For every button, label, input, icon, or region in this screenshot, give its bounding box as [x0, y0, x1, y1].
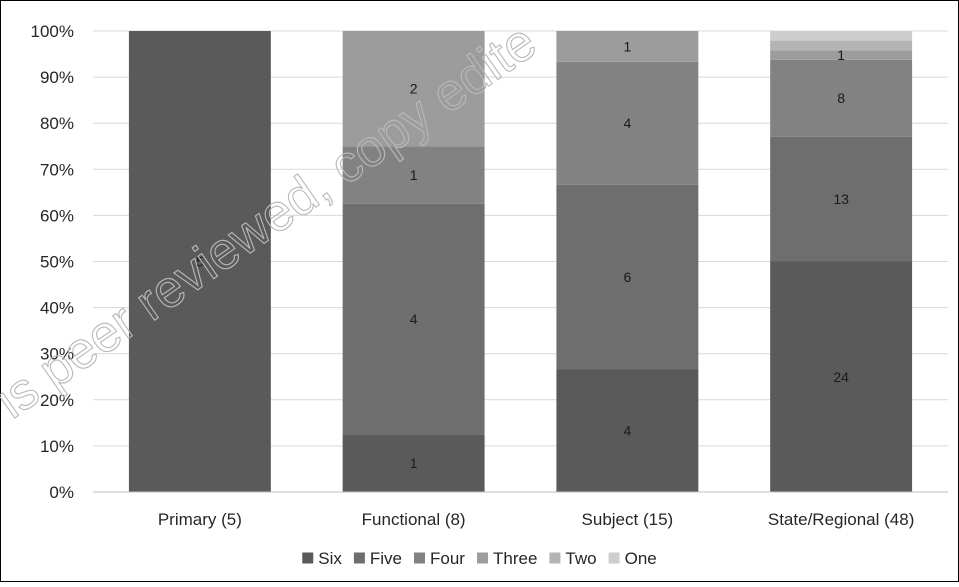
bar-segment-three [342, 31, 485, 147]
legend: Six Five Four Three Two One [302, 549, 657, 568]
data-label: 8 [837, 90, 845, 106]
data-label: 13 [833, 191, 849, 207]
legend-swatch [476, 552, 488, 564]
x-category-label: Primary (5) [158, 510, 242, 529]
legend-label: One [625, 549, 657, 568]
legend-label: Four [430, 549, 465, 568]
data-label: 1 [410, 455, 418, 471]
data-label: 2 [410, 81, 418, 97]
x-axis-category-labels: Primary (5) Functional (8) Subject (15) Sta… [158, 510, 915, 529]
y-tick-label: 100% [31, 22, 74, 41]
bar-segment-three [556, 31, 699, 62]
x-category-label: Subject (15) [582, 510, 674, 529]
x-category-label: State/Regional (48) [768, 510, 914, 529]
data-label: 1 [623, 38, 631, 54]
bar-segment-five [770, 136, 913, 262]
bar-segment-five [556, 184, 699, 370]
data-label: 5 [196, 254, 204, 270]
bars [128, 31, 913, 492]
bar-segment-six [128, 31, 271, 492]
bar-segment-five [342, 203, 485, 435]
data-label: 1 [410, 167, 418, 183]
legend-label: Three [493, 549, 537, 568]
bar-segment-four [770, 59, 913, 137]
y-tick-label: 40% [40, 299, 74, 318]
y-tick-label: 20% [40, 391, 74, 410]
legend-swatch [302, 552, 314, 564]
y-tick-label: 0% [49, 483, 74, 502]
legend-label: Six [318, 549, 342, 568]
data-label: 4 [623, 115, 631, 131]
y-axis-tick-labels: 0% 10% 20% 30% 40% 50% 60% 70% 80% 90% 100% [31, 22, 74, 502]
y-tick-label: 50% [40, 253, 74, 272]
y-tick-label: 80% [40, 114, 74, 133]
y-tick-label: 30% [40, 345, 74, 364]
data-label: 4 [623, 423, 631, 439]
y-tick-label: 70% [40, 160, 74, 179]
bar-segment-six [556, 369, 699, 492]
data-label: 24 [833, 369, 849, 385]
data-label: 1 [837, 47, 845, 63]
bar-segment-three [770, 50, 913, 60]
legend-label: Five [370, 549, 402, 568]
bar-segment-four [556, 61, 699, 185]
legend-swatch [608, 552, 620, 564]
legend-swatch [549, 552, 561, 564]
data-label: 4 [410, 311, 418, 327]
y-tick-label: 60% [40, 206, 74, 225]
y-tick-label: 10% [40, 437, 74, 456]
data-label: 6 [623, 269, 631, 285]
bar-segment-four [342, 146, 485, 204]
bar-segment-two [770, 40, 913, 51]
bar-segment-one [770, 31, 913, 41]
y-tick-label: 90% [40, 68, 74, 87]
x-category-label: Functional (8) [362, 510, 466, 529]
bar-segment-six [342, 434, 485, 492]
legend-label: Two [565, 549, 596, 568]
bar-segment-six [770, 261, 913, 492]
legend-swatch [414, 552, 426, 564]
legend-swatch [353, 552, 365, 564]
